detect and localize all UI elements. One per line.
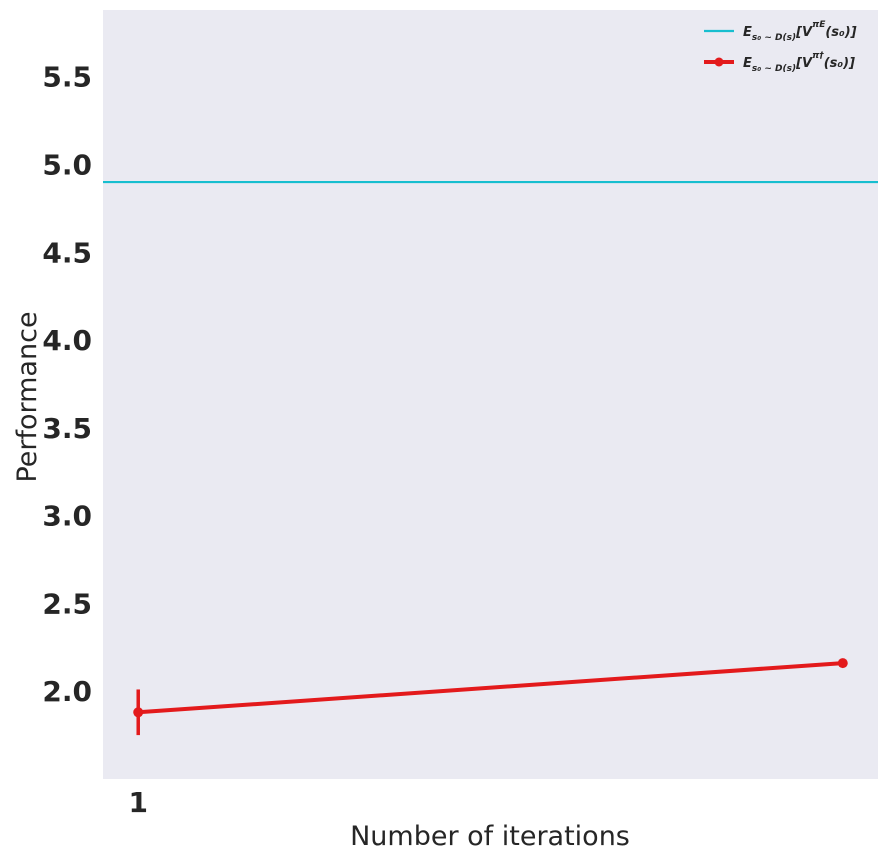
- y-tick-label: 5.5: [42, 61, 92, 94]
- y-tick-label: 2.0: [42, 675, 92, 708]
- y-tick-label: 3.0: [42, 500, 92, 533]
- data-point: [837, 658, 848, 669]
- data-point: [133, 707, 144, 718]
- x-tick-label: 1: [128, 786, 147, 819]
- series-line: [138, 661, 843, 715]
- legend-label: Es₀ ~ D(s)[Vπ†(s₀)]: [743, 51, 855, 74]
- y-tick-label: 4.5: [42, 236, 92, 269]
- legend: Es₀ ~ D(s)[VπE(s₀)] Es₀ ~ D(s)[Vπ†(s₀)]: [704, 20, 857, 74]
- y-tick-label: 2.5: [42, 587, 92, 620]
- y-axis-label: Performance: [12, 311, 43, 482]
- y-tick-label: 4.0: [42, 324, 92, 357]
- x-axis-label: Number of iterations: [350, 821, 630, 852]
- legend-label: Es₀ ~ D(s)[VπE(s₀)]: [743, 20, 857, 43]
- y-tick-label: 3.5: [42, 412, 92, 445]
- y-tick-label: 5.0: [42, 149, 92, 182]
- plot-area: [103, 10, 878, 779]
- legend-marker: [714, 57, 724, 67]
